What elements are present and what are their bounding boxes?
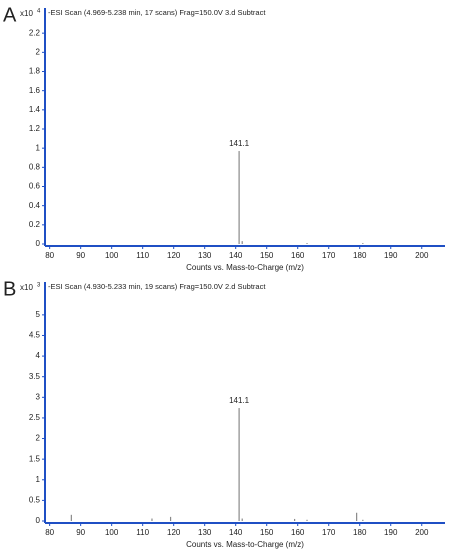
panel-label: B [3, 278, 16, 300]
multiplier: x10 [20, 9, 33, 18]
x-tick-label: 100 [105, 251, 119, 260]
exponent: 4 [37, 9, 41, 15]
y-tick-label: 0.8 [29, 162, 41, 171]
chart-title: -ESI Scan (4.969-5.238 min, 17 scans) Fr… [48, 8, 266, 17]
chart-title: -ESI Scan (4.930-5.233 min, 19 scans) Fr… [48, 282, 266, 291]
peak-label: 141.1 [229, 139, 250, 148]
y-tick-label: 2.5 [29, 413, 41, 422]
x-axis-label: Counts vs. Mass-to-Charge (m/z) [186, 263, 304, 272]
panel-label: A [3, 4, 17, 26]
x-tick-label: 150 [260, 251, 274, 260]
x-tick-label: 170 [322, 251, 336, 260]
x-tick-label: 190 [384, 251, 398, 260]
y-tick-label: 1.8 [29, 67, 41, 76]
y-tick-label: 1.4 [29, 105, 41, 114]
x-tick-label: 130 [198, 251, 212, 260]
x-tick-label: 120 [167, 528, 181, 537]
y-tick-label: 0.5 [29, 495, 41, 504]
y-tick-label: 1.6 [29, 86, 41, 95]
x-axis-label: Counts vs. Mass-to-Charge (m/z) [186, 540, 304, 549]
exponent: 3 [37, 283, 41, 289]
x-tick-label: 120 [167, 251, 181, 260]
x-tick-label: 110 [136, 528, 149, 537]
y-tick-label: 2.2 [29, 28, 41, 37]
y-tick-label: 0 [36, 516, 41, 525]
y-tick-label: 1 [36, 143, 41, 152]
y-tick-label: 0.6 [29, 182, 41, 191]
y-tick-label: 0.4 [29, 201, 41, 210]
y-tick-label: 0 [36, 239, 41, 248]
x-tick-label: 80 [45, 528, 54, 537]
y-tick-label: 1.2 [29, 124, 41, 133]
x-tick-label: 110 [136, 251, 149, 260]
y-tick-label: 3 [36, 392, 41, 401]
x-tick-label: 100 [105, 528, 119, 537]
x-tick-label: 90 [76, 528, 85, 537]
multiplier: x10 [20, 283, 33, 292]
x-tick-label: 180 [353, 251, 367, 260]
y-tick-label: 2 [36, 434, 41, 443]
y-tick-label: 5 [36, 310, 41, 319]
x-tick-label: 90 [76, 251, 85, 260]
x-tick-label: 80 [45, 251, 54, 260]
x-tick-label: 190 [384, 528, 398, 537]
x-tick-label: 160 [291, 251, 305, 260]
y-tick-label: 1.5 [29, 454, 41, 463]
y-tick-label: 4.5 [29, 331, 41, 340]
x-tick-label: 150 [260, 528, 274, 537]
x-tick-label: 180 [353, 528, 367, 537]
x-tick-label: 160 [291, 528, 305, 537]
y-tick-label: 4 [36, 351, 41, 360]
peak-label: 141.1 [229, 396, 250, 405]
y-tick-label: 2 [36, 47, 41, 56]
x-tick-label: 140 [229, 528, 243, 537]
y-tick-label: 3.5 [29, 372, 41, 381]
x-tick-label: 130 [198, 528, 212, 537]
x-tick-label: 200 [415, 251, 429, 260]
y-tick-label: 0.2 [29, 220, 41, 229]
x-tick-label: 200 [415, 528, 429, 537]
x-tick-label: 170 [322, 528, 336, 537]
x-tick-label: 140 [229, 251, 243, 260]
y-tick-label: 1 [36, 475, 41, 484]
